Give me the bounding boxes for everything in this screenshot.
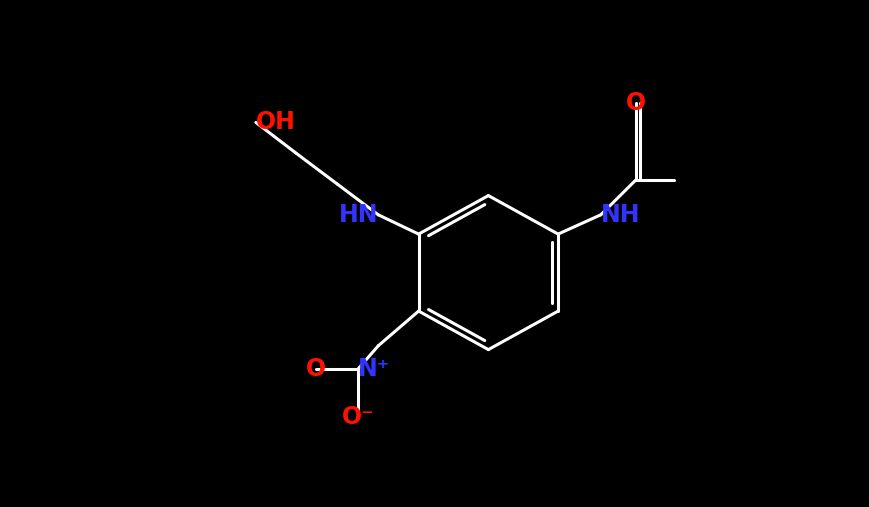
Text: NH: NH	[600, 203, 640, 227]
Text: O: O	[306, 357, 327, 381]
Text: HN: HN	[339, 203, 378, 227]
Text: O⁻: O⁻	[342, 405, 375, 428]
Text: O: O	[626, 91, 646, 115]
Text: N⁺: N⁺	[358, 357, 390, 381]
Text: OH: OH	[255, 111, 295, 134]
